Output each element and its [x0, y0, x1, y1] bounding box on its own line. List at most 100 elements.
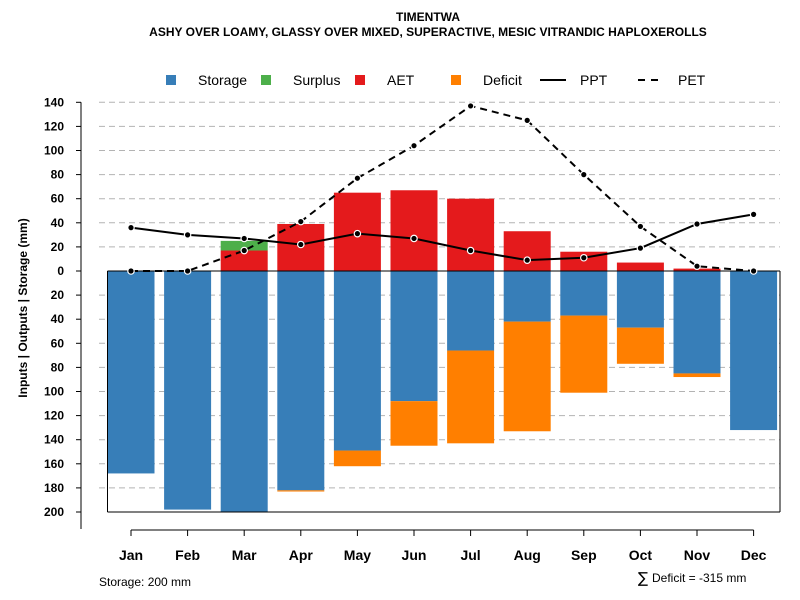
axes: 1401201008060402002040608010012014016018… [44, 95, 767, 563]
storage-bar [673, 271, 721, 374]
deficit-bar [503, 321, 551, 432]
y-tick-label: 60 [51, 336, 65, 350]
legend-label: Deficit [483, 72, 522, 88]
chart-subtitle: ASHY OVER LOAMY, GLASSY OVER MIXED, SUPE… [149, 25, 707, 39]
legend: Storage Surplus AET Deficit PPT PET [166, 72, 706, 88]
aet-bar [390, 190, 438, 271]
ppt-point [296, 240, 305, 249]
ppt-point [693, 220, 701, 228]
x-tick-label: Jun [402, 547, 427, 563]
y-tick-label: 80 [51, 360, 65, 374]
x-tick-label: Feb [175, 547, 200, 563]
surplus-bar [220, 240, 268, 251]
storage-bar [220, 271, 268, 512]
y-tick-label: 180 [44, 481, 64, 495]
y-tick-label: 120 [44, 119, 64, 133]
legend-swatch [166, 75, 176, 85]
gridlines [99, 101, 780, 489]
pet-point [296, 217, 305, 226]
y-axis-label: Inputs | Outputs | Storage (mm) [16, 218, 30, 397]
ppt-point [240, 234, 249, 243]
y-tick-label: 0 [57, 264, 64, 278]
deficit-bar [390, 401, 438, 446]
storage-bar [164, 271, 212, 510]
ppt-point [636, 244, 645, 252]
legend-label: PET [678, 72, 706, 88]
x-tick-label: Oct [629, 547, 653, 563]
y-tick-label: 140 [44, 95, 64, 109]
deficit-note: Deficit = -315 mm [652, 571, 746, 585]
ppt-point [749, 210, 758, 219]
y-tick-label: 40 [51, 216, 65, 230]
x-tick-label: Aug [514, 547, 541, 563]
storage-bar [616, 271, 664, 328]
y-tick-label: 120 [44, 409, 64, 423]
bars [107, 190, 778, 512]
legend-swatch [261, 75, 271, 85]
pet-point [127, 267, 135, 275]
x-tick-label: Jan [119, 547, 143, 563]
y-tick-label: 20 [51, 240, 65, 254]
ppt-point [523, 256, 532, 264]
ppt-point [579, 253, 588, 262]
deficit-bar [447, 350, 495, 444]
pet-point [693, 262, 701, 270]
deficit-bar [616, 327, 664, 364]
storage-bar [560, 271, 608, 316]
pet-point [523, 116, 532, 125]
legend-label: AET [387, 72, 415, 88]
x-tick-label: Mar [232, 547, 257, 563]
pet-line [131, 104, 754, 272]
pet-point [240, 246, 249, 255]
x-tick-label: Sep [571, 547, 597, 563]
pet-point [353, 174, 362, 183]
storage-bar [503, 271, 551, 322]
ppt-line [130, 213, 754, 262]
y-tick-label: 100 [44, 144, 64, 158]
chart-title: TIMENTWA [396, 10, 460, 24]
aet-bar [220, 250, 268, 271]
y-tick-label: 100 [44, 385, 64, 399]
y-tick-label: 140 [44, 433, 64, 447]
pet-point [579, 170, 588, 179]
aet-bar [503, 231, 551, 271]
pet-point [636, 222, 645, 231]
legend-swatch [451, 75, 461, 85]
aet-bar [616, 262, 664, 271]
lines [127, 102, 758, 275]
x-tick-label: Jul [460, 547, 480, 563]
ppt-point [183, 231, 192, 239]
pet-point [183, 267, 192, 275]
y-tick-label: 80 [51, 168, 65, 182]
storage-note: Storage: 200 mm [99, 575, 191, 589]
legend-swatch [355, 75, 365, 85]
ppt-point [466, 246, 475, 255]
pet-point [410, 141, 418, 150]
y-tick-label: 20 [51, 288, 65, 302]
x-tick-label: Nov [684, 547, 711, 563]
deficit-bar [673, 373, 721, 378]
y-tick-label: 200 [44, 505, 64, 519]
plot-frame [107, 270, 781, 513]
x-tick-label: Dec [741, 547, 767, 563]
storage-bar [277, 271, 325, 491]
y-tick-label: 160 [44, 457, 64, 471]
ppt-point [127, 223, 135, 232]
deficit-bar [560, 315, 608, 393]
x-tick-label: Apr [289, 547, 314, 563]
legend-label: PPT [580, 72, 608, 88]
deficit-bar [277, 490, 325, 492]
storage-bar [390, 271, 438, 402]
storage-bar [333, 271, 381, 451]
x-tick-label: May [344, 547, 371, 563]
y-tick-label: 40 [51, 312, 65, 326]
ppt-point [410, 234, 418, 243]
aet-bar [447, 198, 495, 271]
deficit-bar [333, 450, 381, 467]
storage-bar [730, 271, 778, 431]
storage-bar [447, 271, 495, 351]
legend-label: Storage [198, 72, 247, 88]
y-tick-label: 60 [51, 192, 65, 206]
pet-point [466, 102, 475, 110]
